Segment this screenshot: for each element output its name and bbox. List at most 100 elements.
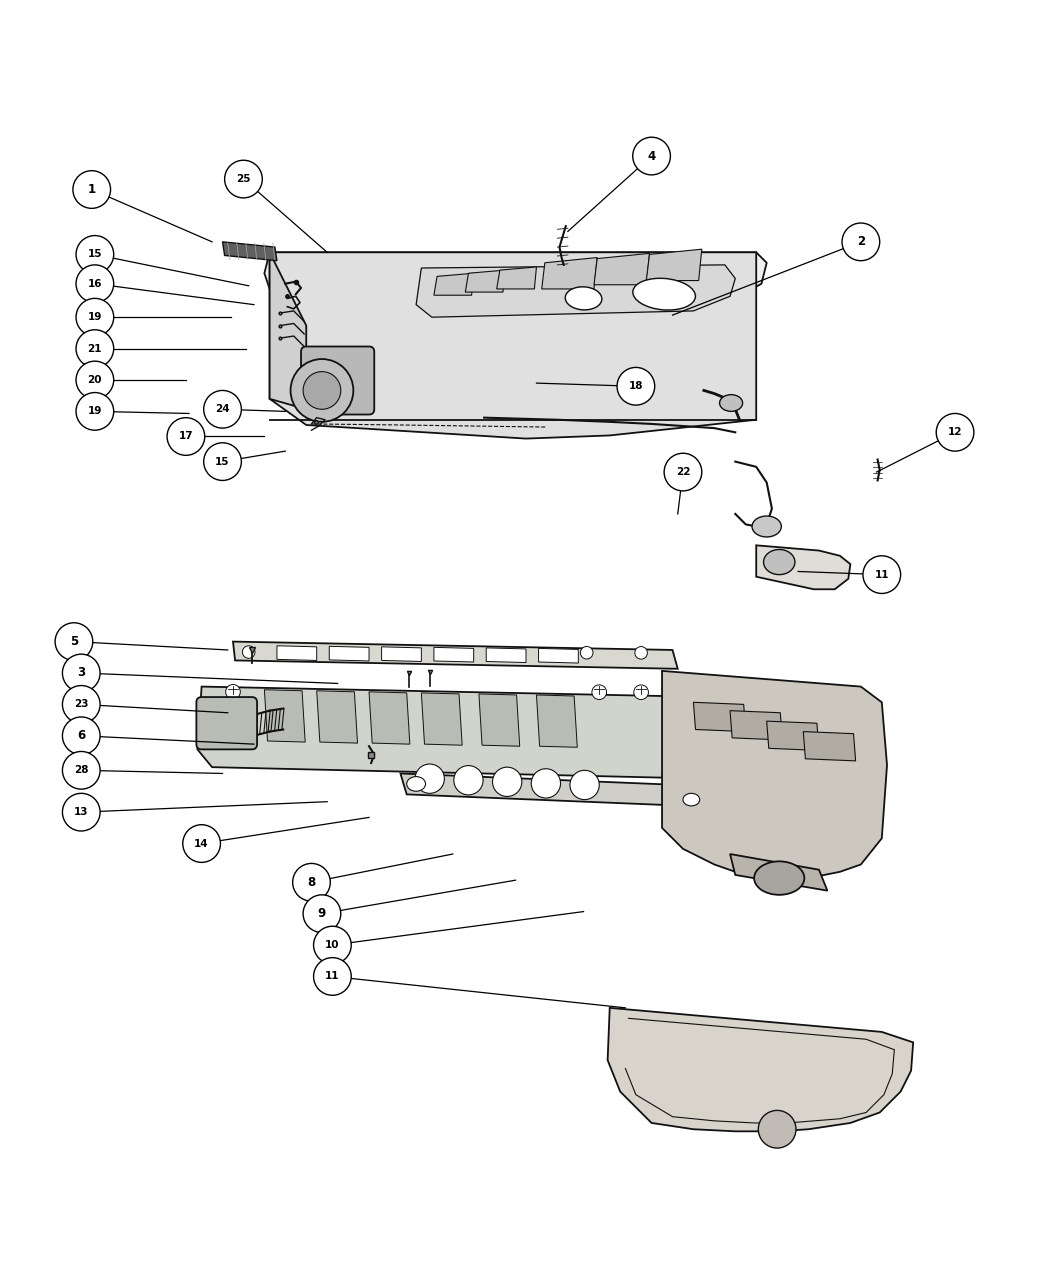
Polygon shape (223, 242, 277, 261)
Polygon shape (693, 702, 746, 732)
Text: 8: 8 (307, 876, 316, 889)
Ellipse shape (720, 395, 743, 412)
Polygon shape (756, 545, 850, 590)
Text: 15: 15 (87, 249, 102, 260)
Circle shape (204, 390, 241, 428)
Circle shape (76, 393, 114, 430)
Circle shape (492, 767, 522, 797)
Circle shape (76, 298, 114, 336)
Polygon shape (767, 721, 820, 751)
Circle shape (313, 926, 351, 964)
Polygon shape (465, 270, 505, 292)
Polygon shape (422, 693, 462, 746)
Polygon shape (608, 1008, 913, 1132)
Circle shape (570, 770, 600, 799)
Polygon shape (662, 671, 887, 879)
Text: 25: 25 (237, 174, 250, 184)
Polygon shape (401, 774, 712, 807)
Circle shape (204, 443, 241, 481)
Text: 17: 17 (179, 431, 194, 441)
Polygon shape (433, 274, 473, 295)
Polygon shape (594, 253, 649, 285)
Polygon shape (497, 267, 537, 289)
Circle shape (62, 752, 100, 789)
Polygon shape (537, 694, 578, 747)
Polygon shape (369, 692, 410, 744)
Circle shape (167, 418, 205, 455)
Circle shape (592, 684, 607, 700)
Polygon shape (417, 265, 735, 317)
Text: 4: 4 (647, 150, 655, 162)
Polygon shape (232, 642, 677, 669)
Text: 19: 19 (87, 312, 102, 322)
Circle shape (618, 367, 654, 405)
Text: 15: 15 (216, 457, 229, 467)
Ellipse shape (683, 793, 700, 806)
Circle shape (632, 137, 670, 175)
Circle shape (62, 654, 100, 692)
Circle shape (313, 958, 351, 995)
FancyBboxPatch shape (197, 697, 257, 749)
Circle shape (62, 793, 100, 831)
Text: 28: 28 (74, 765, 88, 775)
Polygon shape (198, 687, 672, 778)
Circle shape (62, 686, 100, 723)
Polygon shape (479, 694, 520, 746)
Polygon shape (382, 647, 422, 661)
Text: 6: 6 (77, 729, 85, 742)
Ellipse shape (633, 279, 695, 310)
Polygon shape (486, 648, 526, 663)
Text: 2: 2 (856, 235, 865, 248)
Circle shape (55, 623, 93, 660)
Circle shape (303, 895, 341, 932)
Circle shape (292, 863, 330, 902)
Text: 20: 20 (87, 375, 102, 385)
Text: 14: 14 (195, 839, 209, 848)
Circle shape (634, 647, 647, 659)
Text: 19: 19 (87, 407, 102, 417)
Text: 23: 23 (74, 700, 88, 710)
Text: 21: 21 (87, 344, 102, 353)
Circle shape (936, 413, 974, 451)
Text: 13: 13 (74, 807, 88, 817)
Circle shape (758, 1110, 796, 1149)
Circle shape (290, 359, 353, 422)
Ellipse shape (752, 515, 782, 537)
Text: 1: 1 (87, 183, 96, 196)
Text: 9: 9 (318, 907, 326, 920)
Ellipse shape (407, 776, 426, 792)
Text: 22: 22 (675, 467, 690, 477)
Circle shape (73, 170, 110, 208)
Circle shape (664, 453, 702, 491)
Circle shape (76, 235, 114, 274)
Text: 3: 3 (77, 666, 85, 679)
Ellipse shape (754, 861, 805, 895)
Circle shape (76, 265, 114, 303)
Circle shape (453, 766, 483, 794)
Polygon shape (730, 854, 827, 890)
Circle shape (863, 556, 901, 593)
Text: 10: 10 (325, 940, 340, 950)
Circle shape (303, 372, 341, 409)
Polygon shape (804, 732, 855, 761)
Polygon shape (646, 249, 702, 280)
Circle shape (581, 646, 593, 659)
Polygon shape (329, 646, 369, 661)
Polygon shape (433, 647, 473, 663)
Text: 12: 12 (948, 427, 963, 437)
Circle shape (183, 825, 221, 862)
Circle shape (76, 330, 114, 367)
Polygon shape (730, 711, 783, 741)
Polygon shape (277, 646, 317, 660)
Polygon shape (264, 689, 305, 742)
FancyBboxPatch shape (301, 347, 375, 414)
Text: 24: 24 (216, 404, 229, 414)
Circle shape (633, 686, 648, 700)
Circle shape (62, 718, 100, 755)
Circle shape (226, 684, 240, 700)
Circle shape (416, 764, 444, 793)
Text: 16: 16 (87, 279, 102, 289)
Ellipse shape (764, 550, 795, 574)
Polygon shape (264, 252, 767, 326)
Text: 18: 18 (629, 381, 643, 391)
